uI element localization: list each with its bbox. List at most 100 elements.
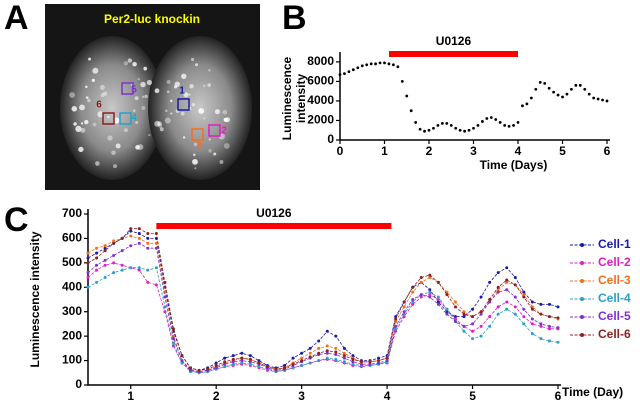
data-point (414, 121, 418, 124)
data-point (411, 290, 415, 294)
data-point (513, 305, 517, 309)
data-point (556, 305, 560, 309)
data-point (471, 307, 475, 311)
cell-spot (84, 119, 89, 125)
data-point (505, 278, 509, 282)
data-point (377, 356, 381, 360)
data-point (317, 351, 321, 355)
data-point (223, 360, 227, 364)
data-point (479, 310, 483, 314)
cell-spot (135, 120, 139, 124)
cell-spot (148, 133, 151, 137)
data-point (137, 268, 141, 272)
legend-label: Cell-3 (598, 273, 631, 287)
data-point (453, 319, 457, 323)
data-point (418, 127, 422, 131)
data-point (454, 126, 458, 130)
treatment-label: U0126 (256, 206, 292, 220)
data-point (556, 93, 560, 97)
data-point (231, 360, 235, 364)
data-point (146, 280, 150, 284)
data-point (359, 360, 363, 364)
legend-swatch-marker (580, 261, 584, 265)
cell-spot (154, 88, 160, 94)
cell-spot (192, 158, 198, 165)
data-point (334, 346, 338, 350)
data-point (570, 87, 573, 91)
data-point (86, 285, 90, 289)
data-point (206, 367, 210, 371)
cell-spot (202, 84, 206, 88)
data-point (489, 116, 493, 119)
data-point (137, 227, 141, 231)
data-point (248, 362, 252, 366)
cell-spot (195, 63, 199, 67)
data-point (547, 315, 551, 319)
cell-spot (223, 117, 228, 122)
data-point (274, 367, 278, 371)
data-point (86, 251, 90, 255)
legend-swatch-marker (580, 297, 584, 301)
data-point (392, 63, 395, 67)
data-point (445, 307, 449, 311)
x-tick-label: 5 (469, 389, 476, 403)
cell-spot (174, 81, 180, 87)
data-point (539, 312, 543, 316)
cell-spot (213, 152, 217, 156)
data-point (547, 86, 551, 90)
data-point (137, 236, 141, 240)
data-point (180, 359, 184, 363)
cell-spot (193, 153, 196, 157)
data-point (171, 337, 175, 341)
data-point (95, 268, 99, 272)
data-point (547, 327, 551, 331)
data-point (530, 322, 534, 326)
data-point (552, 90, 555, 94)
data-point (257, 365, 261, 369)
data-point (95, 246, 99, 250)
data-point (394, 324, 398, 328)
cell-spot (180, 111, 185, 116)
data-point (197, 368, 201, 372)
data-point (95, 280, 99, 284)
data-point (86, 261, 90, 265)
data-point (368, 362, 372, 366)
data-point (525, 102, 529, 106)
data-point (471, 329, 475, 333)
x-tick-label: 2 (426, 144, 433, 158)
data-point (240, 359, 244, 363)
roi-label: 1 (179, 86, 185, 97)
data-point (146, 236, 150, 240)
data-point (522, 322, 526, 326)
data-point (154, 232, 158, 236)
data-point (374, 62, 377, 66)
cell-spot (181, 73, 187, 79)
data-point (556, 340, 560, 344)
y-tick-label: 0 (327, 132, 334, 146)
data-point (86, 271, 90, 275)
data-point (409, 109, 413, 113)
data-point (137, 232, 141, 236)
data-point (428, 273, 432, 277)
cell-spot (132, 61, 137, 67)
data-point (458, 128, 462, 132)
data-point (385, 359, 389, 363)
treatment-label: U0126 (436, 34, 472, 48)
data-point (534, 87, 538, 91)
data-point (411, 285, 415, 289)
data-point (223, 356, 227, 360)
data-point (538, 80, 542, 84)
cell-spot (99, 85, 105, 91)
cell-spot (80, 127, 86, 133)
data-point (488, 300, 492, 304)
cell-spot (166, 90, 170, 94)
data-point (479, 334, 483, 338)
data-point (592, 96, 596, 100)
data-point (189, 368, 193, 372)
x-tick-label: 5 (559, 144, 566, 158)
roi-box (121, 82, 134, 95)
data-point (112, 254, 116, 258)
cell-spot (97, 111, 104, 118)
cell-spot (85, 96, 89, 99)
y-tick-label: 2000 (307, 113, 334, 127)
